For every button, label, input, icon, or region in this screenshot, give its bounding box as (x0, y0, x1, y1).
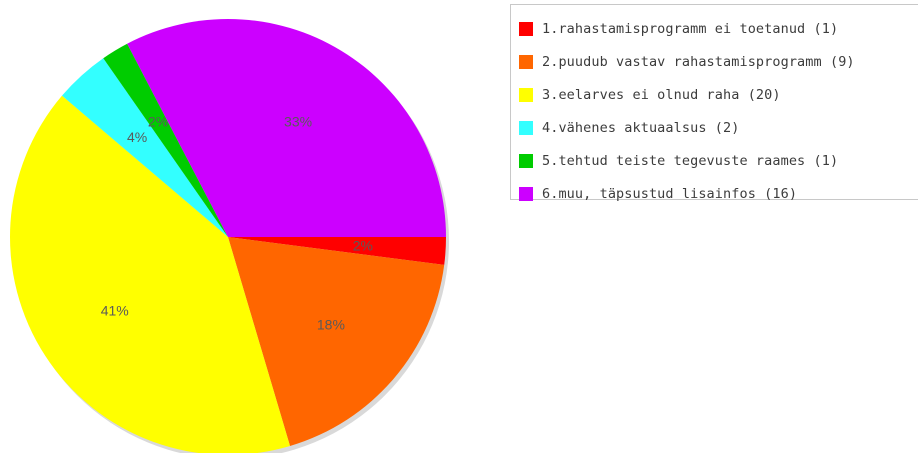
legend-label-3: 3.eelarves ei olnud raha (20) (542, 86, 781, 103)
legend-label-1: 1.rahastamisprogramm ei toetanud (1) (542, 20, 839, 37)
legend-item-5[interactable]: 5.tehtud teiste tegevuste raames (1) (511, 144, 918, 177)
slice-data-label-4: 4% (127, 129, 147, 145)
chart-legend: 1.rahastamisprogramm ei toetanud (1) 2.pu… (510, 4, 918, 202)
pie-slice-1[interactable] (228, 237, 446, 265)
legend-item-4[interactable]: 4.vähenes aktuaalsus (2) (511, 111, 918, 144)
pie-slice-6[interactable] (127, 18, 446, 237)
legend-swatch-1 (519, 21, 533, 36)
slice-data-label-3: 41% (101, 303, 129, 319)
pie-slice-4[interactable] (62, 58, 229, 237)
legend-label-6: 6.muu, täpsustud lisainfos (16) (542, 185, 798, 202)
pie-slice-5[interactable] (103, 43, 228, 238)
legend-swatch-6 (519, 186, 533, 201)
legend-swatch-2 (519, 54, 533, 69)
legend-label-2: 2.puudub vastav rahastamisprogramm (9) (542, 53, 855, 70)
pie-chart: 2%18%41%4%2% 33% (10, 18, 449, 457)
slice-data-label-2: 18% (317, 317, 345, 333)
legend-swatch-4 (519, 120, 533, 135)
legend-item-2[interactable]: 2.puudub vastav rahastamisprogramm (9) (511, 45, 918, 78)
legend-item-3[interactable]: 3.eelarves ei olnud raha (20) (511, 78, 918, 111)
legend-swatch-3 (519, 87, 533, 102)
slice-data-label-6: 33% (284, 113, 312, 129)
pie-chart-area: 2% 18% 41% 4% 2% 33% (10, 18, 449, 457)
slice-data-label-1: 2% (353, 238, 373, 254)
legend-swatch-5 (519, 153, 533, 168)
legend-item-1[interactable]: 1.rahastamisprogramm ei toetanud (1) (511, 12, 918, 45)
pie-slice-3[interactable] (10, 95, 291, 455)
legend-label-4: 4.vähenes aktuaalsus (2) (542, 119, 740, 136)
legend-item-6[interactable]: 6.muu, täpsustud lisainfos (16) (511, 177, 918, 210)
pie-slice-2[interactable] (228, 237, 445, 446)
legend-label-5: 5.tehtud teiste tegevuste raames (1) (542, 152, 839, 169)
slice-data-label-5: 2% (148, 113, 168, 129)
